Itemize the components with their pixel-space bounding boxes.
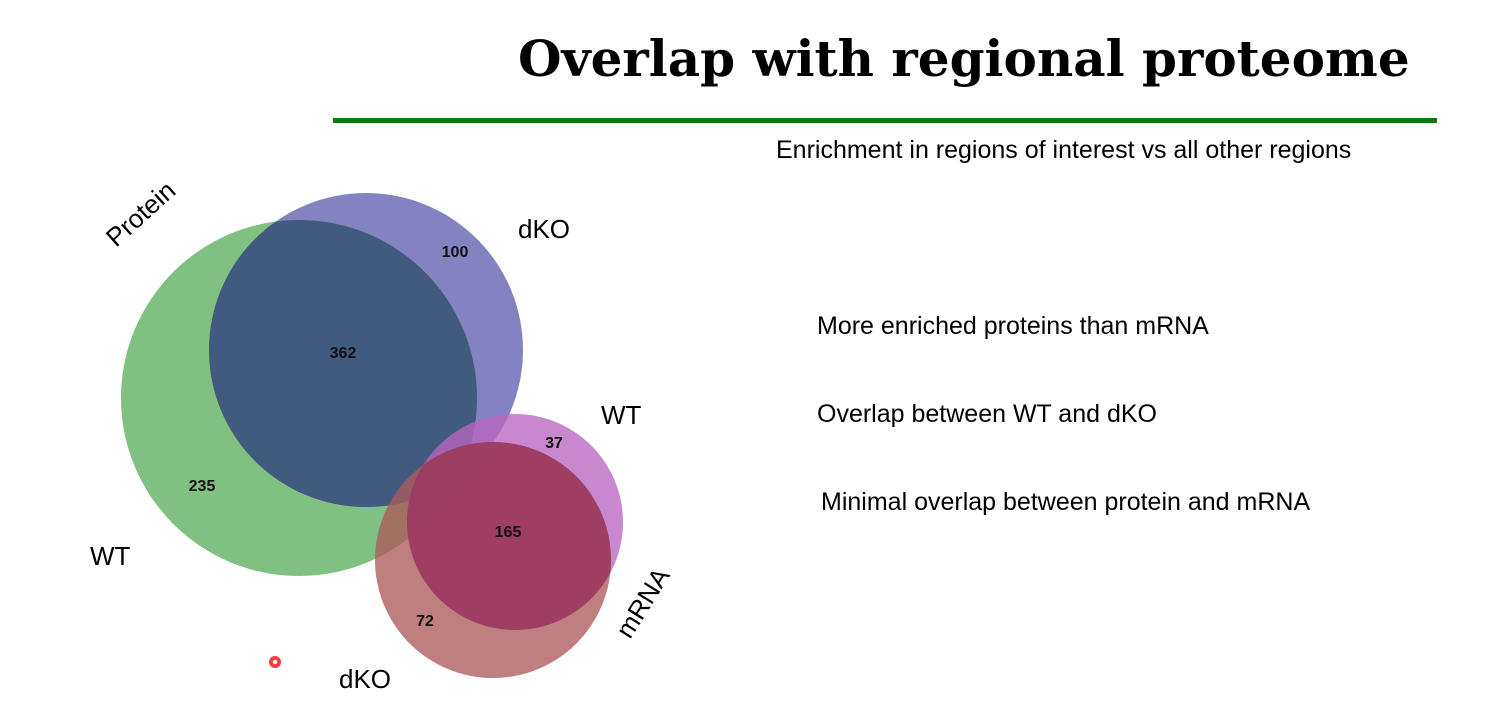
pointer-dot-icon <box>269 656 281 668</box>
protein-wt-only-count: 235 <box>189 478 216 495</box>
protein-wt-label: WT <box>90 541 131 571</box>
protein-dko-label: dKO <box>518 214 570 244</box>
protein-dko-only-count: 100 <box>442 244 469 261</box>
slide-subtitle: Enrichment in regions of interest vs all… <box>776 136 1352 164</box>
bullet-wt-dko-overlap: Overlap between WT and dKO <box>817 400 1157 428</box>
venn-diagram: Protein mRNA WT dKO WT dKO 235 100 362 3… <box>90 175 676 694</box>
bullet-more-enriched-proteins: More enriched proteins than mRNA <box>817 312 1209 340</box>
protein-group-label: Protein <box>100 175 181 252</box>
mrna-wt-label: WT <box>601 400 642 430</box>
mrna-wt-only-count: 37 <box>545 435 563 452</box>
protein-overlap-count: 362 <box>330 345 357 362</box>
title-divider <box>333 118 1437 123</box>
mrna-dko-only-count: 72 <box>416 613 434 630</box>
mrna-group-label: mRNA <box>610 562 676 643</box>
mrna-dko-label: dKO <box>339 664 391 694</box>
slide-title: Overlap with regional proteome <box>518 29 1410 88</box>
mrna-overlap-count: 165 <box>495 524 522 541</box>
bullet-protein-mrna-overlap: Minimal overlap between protein and mRNA <box>821 488 1311 516</box>
